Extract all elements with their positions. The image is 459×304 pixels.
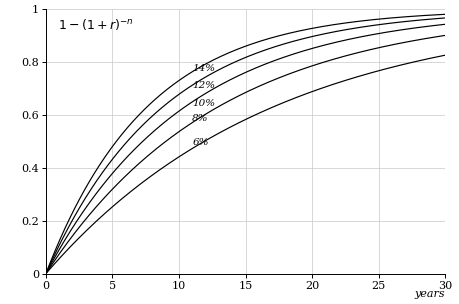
Text: 8%: 8% xyxy=(192,114,209,123)
Text: 6%: 6% xyxy=(192,138,209,147)
Text: $1-(1+r)^{-n}$: $1-(1+r)^{-n}$ xyxy=(58,17,134,32)
Text: 12%: 12% xyxy=(192,81,215,90)
Text: 14%: 14% xyxy=(192,64,215,73)
Text: years: years xyxy=(414,289,445,299)
Text: 10%: 10% xyxy=(192,98,215,108)
